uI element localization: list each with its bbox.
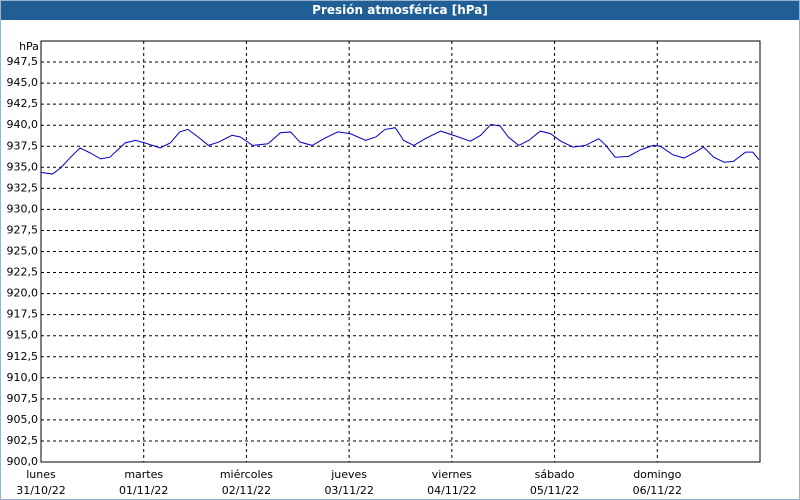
x-tick-label: miércoles xyxy=(220,468,273,481)
y-tick-label: 912,5 xyxy=(7,350,39,363)
y-tick-label: 930,0 xyxy=(7,202,39,215)
y-tick-label: 900,0 xyxy=(7,455,39,468)
y-tick-label: 935,0 xyxy=(7,160,39,173)
x-tick-label: sábado xyxy=(535,468,575,481)
chart-title: Presión atmosférica [hPa] xyxy=(1,1,799,20)
y-tick-label: 922,5 xyxy=(7,266,39,279)
plot-border xyxy=(40,40,761,463)
y-tick-label: 920,0 xyxy=(7,287,39,300)
y-tick-label: 925,0 xyxy=(7,245,39,258)
x-tick-label: domingo xyxy=(633,468,681,481)
y-tick-label: 927,5 xyxy=(7,223,39,236)
x-tick-date: 04/11/22 xyxy=(427,484,476,497)
y-tick-label: 947,5 xyxy=(7,55,39,68)
y-tick-label: 915,0 xyxy=(7,329,39,342)
x-tick-label: martes xyxy=(124,468,163,481)
y-tick-label: 917,5 xyxy=(7,308,39,321)
y-tick-label: 937,5 xyxy=(7,139,39,152)
x-tick-label: viernes xyxy=(432,468,472,481)
y-tick-label: 905,0 xyxy=(7,413,39,426)
y-tick-label: 932,5 xyxy=(7,181,39,194)
x-tick-date: 05/11/22 xyxy=(530,484,579,497)
x-tick-date: 06/11/22 xyxy=(633,484,682,497)
x-tick-date: 03/11/22 xyxy=(324,484,373,497)
y-tick-label: 907,5 xyxy=(7,392,39,405)
x-tick-date: 01/11/22 xyxy=(119,484,168,497)
x-tick-label: lunes xyxy=(26,468,56,481)
y-tick-label: 910,0 xyxy=(7,371,39,384)
y-axis-label: hPa xyxy=(19,40,39,53)
y-tick-label: 902,5 xyxy=(7,434,39,447)
data-line xyxy=(40,123,760,175)
x-tick-label: jueves xyxy=(330,468,367,481)
y-tick-label: 940,0 xyxy=(7,118,39,131)
y-tick-label: 942,5 xyxy=(7,97,39,110)
x-tick-date: 02/11/22 xyxy=(222,484,271,497)
x-tick-date: 31/10/22 xyxy=(16,484,65,497)
y-tick-label: 945,0 xyxy=(7,76,39,89)
